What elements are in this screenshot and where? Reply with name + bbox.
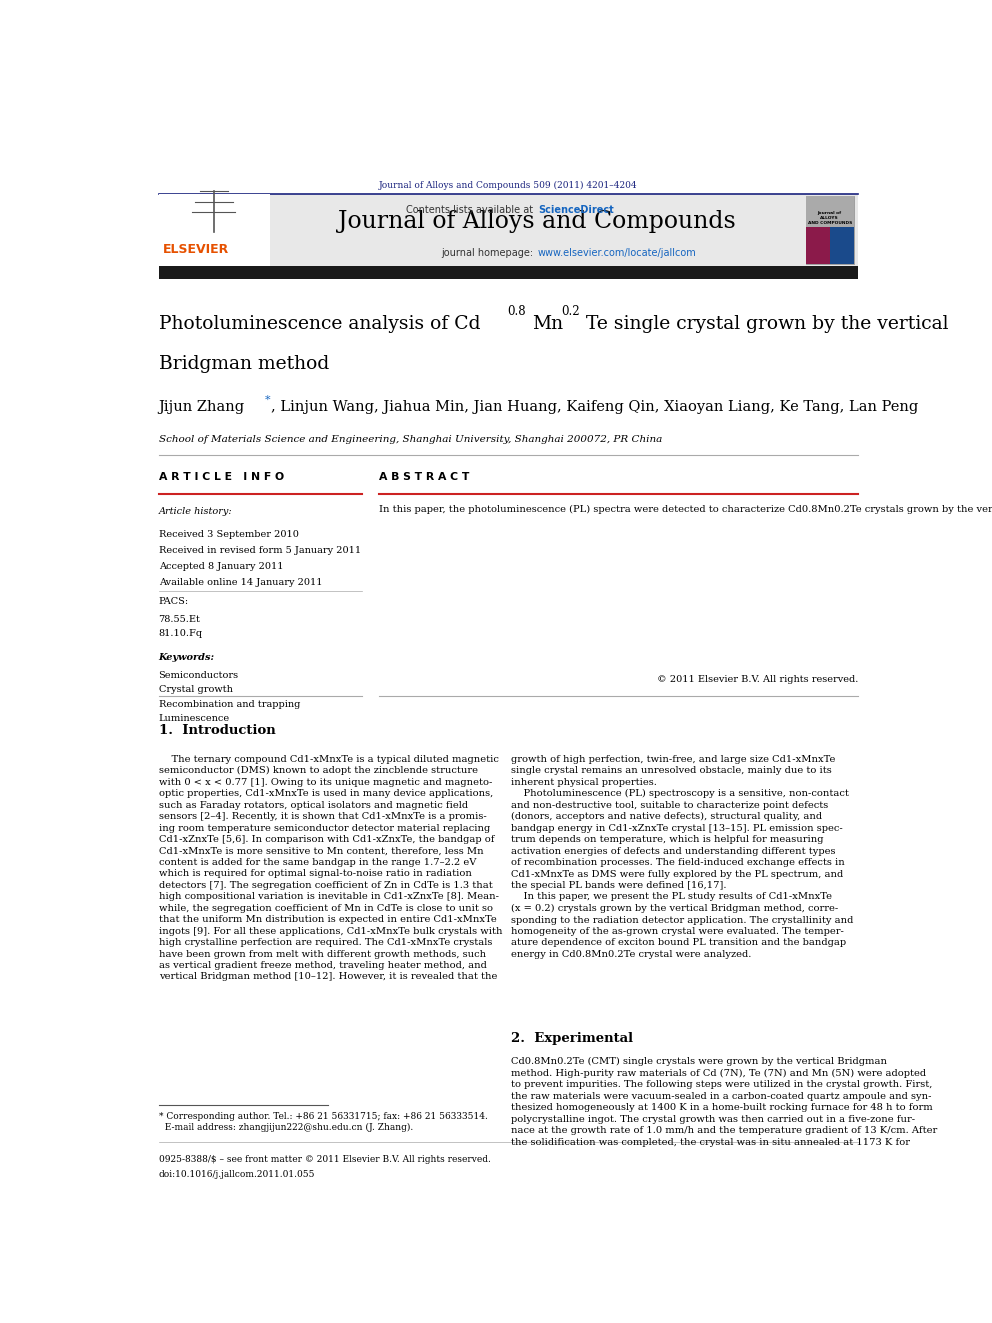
Text: 0.2: 0.2 — [561, 306, 580, 319]
Text: A R T I C L E   I N F O: A R T I C L E I N F O — [159, 471, 284, 482]
Text: * Corresponding author. Tel.: +86 21 56331715; fax: +86 21 56333514.
  E-mail ad: * Corresponding author. Tel.: +86 21 563… — [159, 1113, 487, 1131]
Text: Bridgman method: Bridgman method — [159, 356, 328, 373]
Text: In this paper, the photoluminescence (PL) spectra were detected to characterize : In this paper, the photoluminescence (PL… — [379, 505, 992, 515]
Bar — [159, 266, 858, 279]
Text: 0925-8388/$ – see front matter © 2011 Elsevier B.V. All rights reserved.: 0925-8388/$ – see front matter © 2011 El… — [159, 1155, 490, 1164]
Text: ELSEVIER: ELSEVIER — [163, 242, 229, 255]
Text: Luminescence: Luminescence — [159, 714, 230, 722]
Text: journal homepage:: journal homepage: — [441, 247, 537, 258]
Text: www.elsevier.com/locate/jallcom: www.elsevier.com/locate/jallcom — [538, 247, 696, 258]
Text: School of Materials Science and Engineering, Shanghai University, Shanghai 20007: School of Materials Science and Engineer… — [159, 435, 662, 443]
Bar — [806, 226, 829, 263]
Bar — [806, 196, 854, 263]
Bar — [829, 226, 854, 263]
Text: A B S T R A C T: A B S T R A C T — [379, 471, 469, 482]
Text: Contents lists available at: Contents lists available at — [406, 205, 537, 214]
Text: growth of high perfection, twin-free, and large size Cd1-xMnxTe
single crystal r: growth of high perfection, twin-free, an… — [511, 754, 853, 959]
Text: *: * — [265, 396, 270, 405]
Text: PACS:: PACS: — [159, 597, 188, 606]
Text: Keywords:: Keywords: — [159, 652, 214, 662]
Text: Journal of Alloys and Compounds 509 (2011) 4201–4204: Journal of Alloys and Compounds 509 (201… — [379, 181, 638, 191]
Text: 2.  Experimental: 2. Experimental — [511, 1032, 633, 1045]
Text: doi:10.1016/j.jallcom.2011.01.055: doi:10.1016/j.jallcom.2011.01.055 — [159, 1171, 315, 1179]
Text: Journal of
ALLOYS
AND COMPOUNDS: Journal of ALLOYS AND COMPOUNDS — [807, 212, 852, 225]
Text: Recombination and trapping: Recombination and trapping — [159, 700, 300, 709]
Text: Jijun Zhang: Jijun Zhang — [159, 400, 245, 414]
Text: 81.10.Fq: 81.10.Fq — [159, 630, 202, 639]
Text: Crystal growth: Crystal growth — [159, 685, 232, 695]
Bar — [159, 194, 858, 266]
Bar — [159, 194, 270, 266]
Text: Available online 14 January 2011: Available online 14 January 2011 — [159, 578, 322, 587]
Text: Te single crystal grown by the vertical: Te single crystal grown by the vertical — [586, 315, 948, 332]
Text: © 2011 Elsevier B.V. All rights reserved.: © 2011 Elsevier B.V. All rights reserved… — [657, 675, 858, 684]
Text: 1.  Introduction: 1. Introduction — [159, 724, 276, 737]
Text: ScienceDirect: ScienceDirect — [538, 205, 614, 214]
Text: Accepted 8 January 2011: Accepted 8 January 2011 — [159, 562, 283, 572]
Text: Article history:: Article history: — [159, 507, 232, 516]
Text: Mn: Mn — [533, 315, 563, 332]
Bar — [806, 196, 854, 226]
Text: , Linjun Wang, Jiahua Min, Jian Huang, Kaifeng Qin, Xiaoyan Liang, Ke Tang, Lan : , Linjun Wang, Jiahua Min, Jian Huang, K… — [271, 400, 918, 414]
Text: The ternary compound Cd1-xMnxTe is a typical diluted magnetic
semiconductor (DMS: The ternary compound Cd1-xMnxTe is a typ… — [159, 754, 502, 982]
Text: Semiconductors: Semiconductors — [159, 671, 239, 680]
Text: Cd0.8Mn0.2Te (CMT) single crystals were grown by the vertical Bridgman
method. H: Cd0.8Mn0.2Te (CMT) single crystals were … — [511, 1057, 937, 1147]
Text: Photoluminescence analysis of Cd: Photoluminescence analysis of Cd — [159, 315, 480, 332]
Text: Journal of Alloys and Compounds: Journal of Alloys and Compounds — [338, 210, 736, 233]
Text: 78.55.Et: 78.55.Et — [159, 615, 200, 624]
Text: Received 3 September 2010: Received 3 September 2010 — [159, 529, 299, 538]
Text: 0.8: 0.8 — [507, 306, 526, 319]
Text: Received in revised form 5 January 2011: Received in revised form 5 January 2011 — [159, 546, 361, 554]
